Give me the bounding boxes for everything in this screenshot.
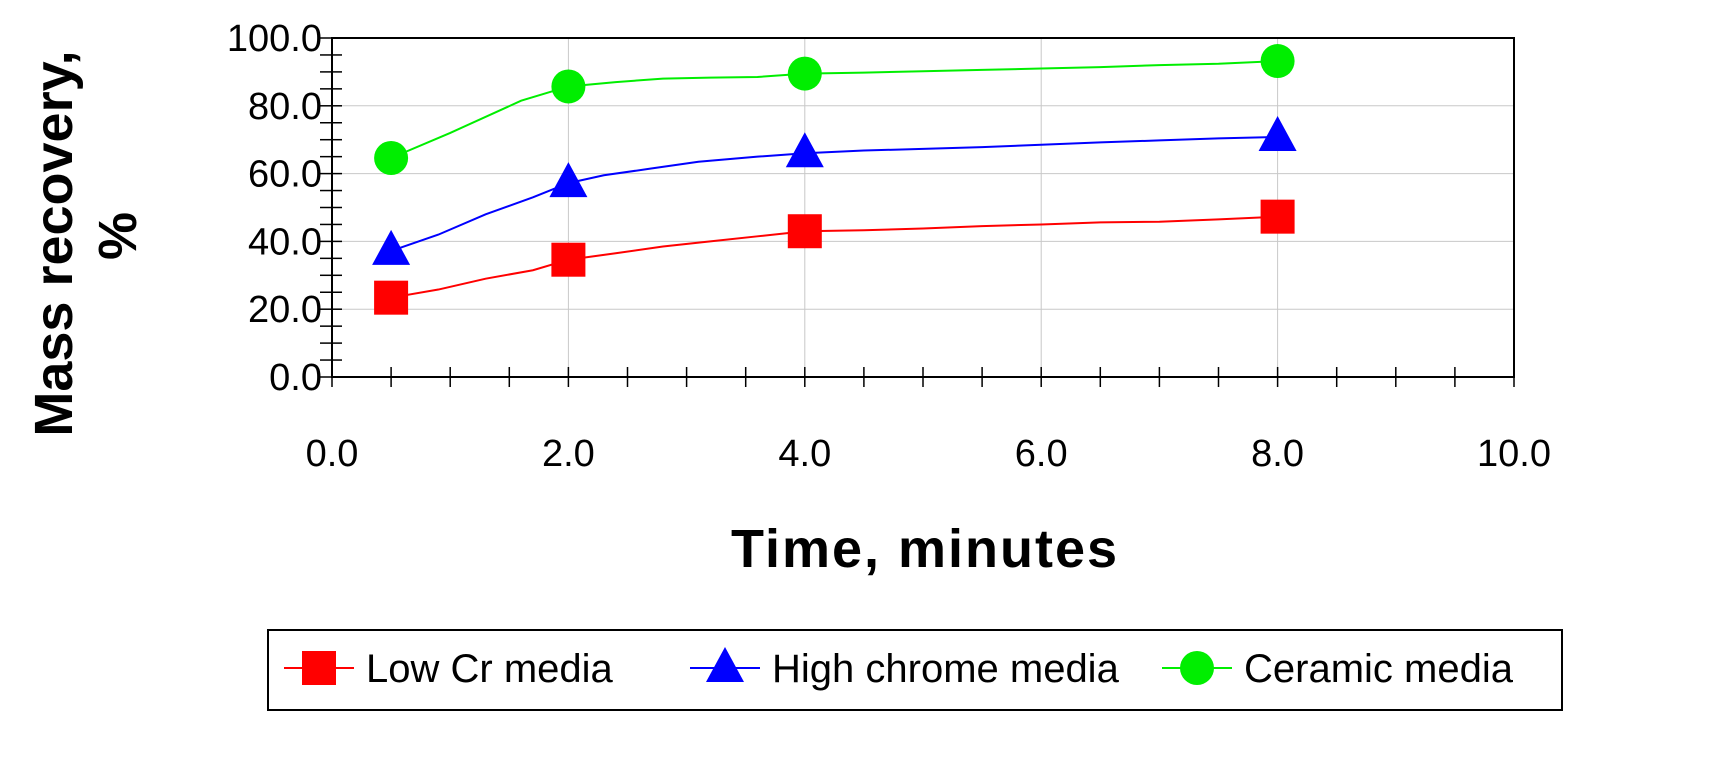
data-point-high-chrome-media [785,132,824,168]
legend-label: High chrome media [772,647,1120,691]
y-tick-label: 40.0 [248,221,322,263]
gridlines [332,37,1515,377]
x-tick-label: 10.0 [1477,433,1551,475]
data-point-high-chrome-media [549,162,588,198]
data-point-low-cr-media [1260,199,1295,234]
series-lines [390,60,1278,299]
legend-marker [1180,651,1214,685]
y-tick-label: 60.0 [248,154,322,196]
data-point-high-chrome-media [372,229,411,265]
data-point-low-cr-media [374,280,409,315]
y-axis-title-line-2: % [88,212,148,260]
y-tick-label: 80.0 [248,86,322,128]
series-line-ceramic-media [390,60,1278,159]
legend-label: Ceramic media [1244,647,1514,691]
legend-label: Low Cr media [366,647,614,691]
data-point-high-chrome-media [1258,115,1297,151]
data-point-ceramic-media [374,141,409,176]
legend-box [267,629,1563,711]
axes [331,37,1515,378]
legend-entry-low-cr-media: Low Cr media [284,647,614,691]
data-point-ceramic-media [787,56,822,91]
data-point-low-cr-media [787,214,822,249]
legend-marker [706,647,744,682]
data-point-ceramic-media [1260,44,1295,79]
y-tick-label: 0.0 [269,357,322,399]
x-tick-label: 0.0 [306,433,359,475]
legend-entry-high-chrome-media: High chrome media [690,647,1120,691]
minor-ticks [320,37,1515,387]
x-tick-label: 4.0 [778,433,831,475]
legend-entry-ceramic-media: Ceramic media [1162,647,1514,691]
y-axis-title-line-1: Mass recovery, [24,50,84,436]
y-tick-labels: 0.0 20.0 40.0 60.0 80.0 100.0 [227,18,322,399]
x-tick-label: 6.0 [1015,433,1068,475]
legend-marker [302,651,336,685]
y-axis-title: Mass recovery, % [24,35,148,436]
y-tick-label: 100.0 [227,18,322,60]
series-line-low-cr-media [390,215,1278,299]
x-axis-title: Time, minutes [731,519,1119,579]
data-point-low-cr-media [551,242,586,277]
data-point-ceramic-media [551,69,586,104]
y-tick-label: 20.0 [248,289,322,331]
x-tick-label: 2.0 [542,433,595,475]
plot-frame [331,37,1515,378]
x-tick-labels: 0.0 2.0 4.0 6.0 8.0 10.0 [306,433,1551,475]
series-markers [372,44,1297,315]
legend: Low Cr media High chrome media Ceramic med… [267,629,1563,711]
series-line-high-chrome-media [390,135,1278,252]
x-tick-label: 8.0 [1251,433,1304,475]
